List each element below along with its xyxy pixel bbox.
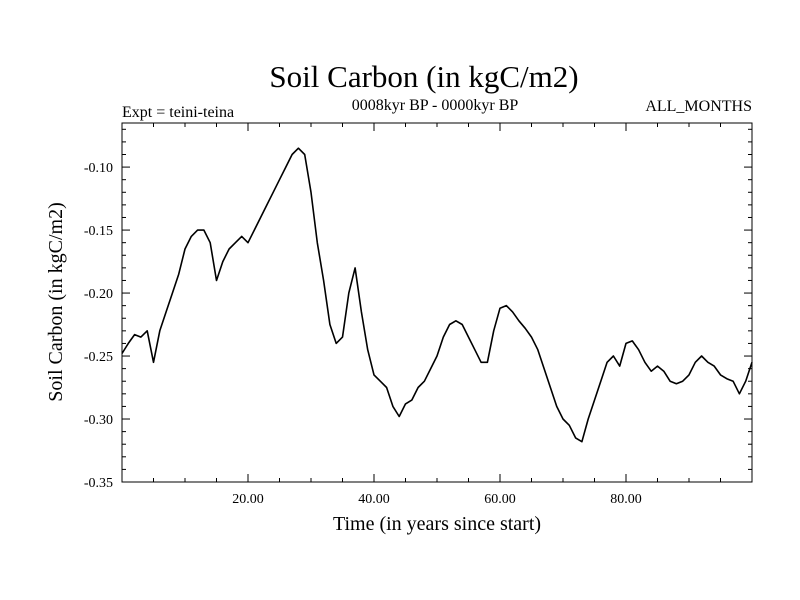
plot-frame <box>121 122 753 483</box>
x-tick-labels: 20.00 40.00 60.00 80.00 <box>232 492 642 507</box>
series-line <box>121 147 753 443</box>
x-tick-label: 20.00 <box>232 492 264 507</box>
chart-title: Soil Carbon (in kgC/m2) <box>269 59 578 94</box>
y-tick-label: -0.10 <box>84 161 113 176</box>
y-tick-label: -0.35 <box>84 476 113 491</box>
chart-subtitle: 0008kyr BP - 0000kyr BP <box>352 97 519 114</box>
x-tick-label: 60.00 <box>484 492 516 507</box>
y-tick-labels: -0.35 -0.30 -0.25 -0.20 -0.15 -0.10 <box>84 161 113 491</box>
chart-left-label: Expt = teini-teina <box>122 104 234 121</box>
y-axis-label: Soil Carbon (in kgC/m2) <box>45 202 67 401</box>
y-tick-label: -0.25 <box>84 350 113 365</box>
axis-ticks <box>122 123 752 483</box>
y-tick-label: -0.20 <box>84 287 113 302</box>
x-tick-label: 40.00 <box>358 492 390 507</box>
chart-right-label: ALL_MONTHS <box>645 98 752 115</box>
x-axis-label: Time (in years since start) <box>333 513 541 535</box>
x-tick-label: 80.00 <box>610 492 642 507</box>
y-tick-label: -0.30 <box>84 413 113 428</box>
y-tick-label: -0.15 <box>84 224 113 239</box>
